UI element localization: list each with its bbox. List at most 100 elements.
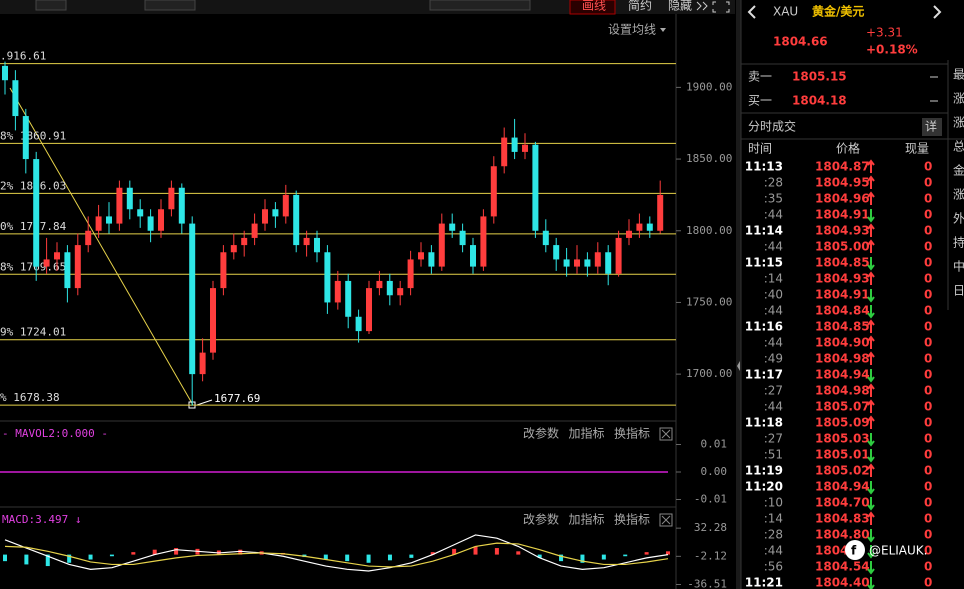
bid: 1804.18 — [792, 94, 847, 108]
trade-price: 1804.70 — [815, 496, 870, 510]
tool-box[interactable] — [429, 0, 531, 11]
next-icon[interactable] — [933, 5, 942, 19]
macd-bar — [3, 554, 7, 562]
expand-icon[interactable] — [696, 1, 708, 11]
trade-price: 1804.40 — [815, 576, 870, 589]
side-label: 最 — [953, 68, 964, 82]
trade-arrow — [867, 351, 875, 365]
candle-body — [272, 209, 279, 217]
trade-time: :40 — [764, 288, 783, 302]
ma-setting[interactable]: 设置均线 — [608, 23, 656, 37]
trade-qty: 0 — [924, 160, 932, 174]
trade-qty: 0 — [924, 256, 932, 270]
collapse-icon[interactable] — [737, 361, 740, 371]
main-chart: 1900.00 1850.00 1800.00 1750.00 1700.00 .916.… — [0, 50, 732, 409]
trade-arrow — [867, 319, 875, 333]
quote-panel: XAU 黄金/美元 1804.66 +3.31 +0.18% 卖一 1805.15 买一 180… — [741, 4, 964, 589]
side-label: 持 — [953, 235, 964, 250]
candle-body — [54, 252, 60, 260]
candle-body — [64, 252, 71, 289]
simple-label[interactable]: 简约 — [628, 0, 652, 13]
trade-price: 1804.90 — [815, 336, 870, 350]
trade-qty: 0 — [924, 480, 932, 494]
dropdown-icon[interactable] — [660, 28, 666, 32]
candle-body — [251, 223, 258, 238]
trade-arrow — [867, 511, 875, 525]
prev-icon[interactable] — [747, 5, 756, 19]
panel-button[interactable]: 加指标 — [569, 426, 605, 441]
trade-time: :27 — [764, 384, 783, 398]
y-tick-label: 1750.00 — [686, 295, 732, 308]
y-tick-label: 0.01 — [701, 438, 728, 451]
candle-body — [241, 237, 248, 246]
candle-body — [563, 259, 570, 267]
candle-body — [85, 230, 92, 246]
y-tick-label: -0.01 — [694, 493, 727, 506]
candle-body — [106, 216, 112, 224]
trade-price: 1804.91 — [815, 208, 870, 222]
panel-label: - MAVOL2:0.000 - — [2, 427, 108, 440]
candle-body — [615, 237, 622, 274]
macd-bar — [537, 554, 542, 558]
panel-button[interactable]: 换指标 — [614, 426, 650, 441]
hide-label[interactable]: 隐藏 — [668, 0, 692, 13]
panel-button[interactable]: 换指标 — [614, 512, 650, 527]
detail-label[interactable]: 详 — [925, 119, 937, 134]
scrollbar[interactable] — [736, 0, 741, 589]
candle-body — [522, 144, 528, 152]
panel-button[interactable]: 加指标 — [569, 512, 605, 527]
candle-body — [470, 245, 476, 267]
candle-body — [594, 252, 601, 267]
trade-qty: 0 — [924, 240, 932, 254]
macd-bar — [516, 551, 521, 555]
close-button[interactable] — [659, 427, 673, 441]
trade-arrow — [867, 223, 875, 237]
trade-time: :44 — [764, 304, 783, 318]
candle-body — [324, 252, 331, 303]
detail-button[interactable] — [922, 118, 942, 136]
panel-button[interactable]: 改参数 — [523, 512, 559, 527]
trade-arrow — [867, 383, 875, 397]
symbol: XAU — [773, 5, 798, 19]
trade-time: :28 — [764, 528, 783, 542]
tool-box[interactable] — [144, 0, 196, 11]
trade-qty: 0 — [924, 304, 932, 318]
draw-line-label[interactable]: 画线 — [582, 0, 606, 13]
close-button[interactable] — [659, 513, 673, 527]
trade-arrow — [867, 497, 875, 511]
macd-bar — [109, 554, 114, 557]
change: +3.31 — [866, 26, 903, 40]
candle-body — [605, 252, 612, 274]
panel-button[interactable]: 改参数 — [523, 426, 559, 441]
trade-qty: 0 — [924, 400, 932, 414]
tool-box[interactable] — [35, 0, 67, 11]
macd-bar — [131, 552, 136, 555]
trade-qty: 0 — [924, 320, 932, 334]
candle-body — [438, 223, 445, 267]
draw-line-button[interactable] — [569, 0, 616, 15]
fb-glyph: f — [851, 544, 857, 558]
trade-arrow — [867, 561, 875, 575]
fib-label: 8% 1769.65 — [0, 260, 66, 273]
candle-body — [584, 259, 591, 267]
candle-body — [418, 252, 424, 260]
bid-label: 买一 — [748, 94, 772, 108]
trade-price: 1804.85 — [815, 320, 870, 334]
trade-qty: 0 — [924, 288, 932, 302]
candle-body — [116, 187, 123, 224]
candle-body — [511, 137, 518, 152]
fullscreen-icon[interactable] — [712, 1, 730, 13]
trade-time: 11:18 — [745, 416, 783, 430]
trade-time: :27 — [764, 432, 783, 446]
trade-qty: 0 — [924, 544, 932, 558]
trade-arrow — [867, 209, 875, 223]
candle-body — [199, 352, 206, 375]
candle-body — [646, 223, 653, 231]
macd-bar — [494, 548, 499, 555]
fib-label: .916.61 — [0, 50, 46, 63]
macd-panel: 32.28 -2.12 -36.51 MACD:3.497 ↓ 改参数 加指标 换指标 — [2, 512, 727, 589]
trade-price: 1804.85 — [815, 256, 870, 270]
candle-body — [220, 252, 227, 289]
candle-body — [449, 223, 456, 231]
trade-arrow — [867, 433, 875, 447]
